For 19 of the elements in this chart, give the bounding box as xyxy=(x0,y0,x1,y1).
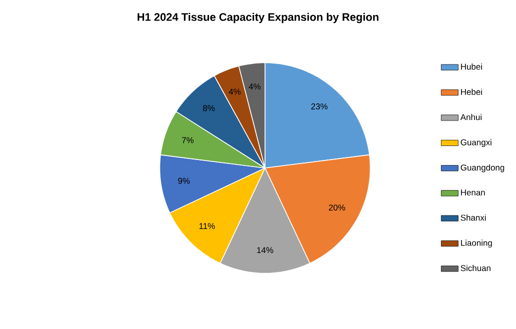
data-label: 9% xyxy=(178,178,190,184)
data-label: 14% xyxy=(257,247,274,254)
chart-title: H1 2024 Tissue Capacity Expansion by Region xyxy=(138,12,378,24)
legend-label: Henan xyxy=(461,190,485,196)
legend-label: Guangdong xyxy=(460,164,504,172)
legend-label: Sichuan xyxy=(460,264,490,272)
legend-label: Shanxi xyxy=(460,214,486,221)
legend-label: Hubei xyxy=(461,63,482,70)
data-label: 11% xyxy=(199,223,215,230)
data-label: 20% xyxy=(328,204,346,211)
legend-label: Anhui xyxy=(460,114,482,120)
legend-label: Guangxi xyxy=(460,139,492,148)
data-label: 4% xyxy=(248,84,261,90)
data-label: 4% xyxy=(228,88,241,95)
legend-label: Hebei xyxy=(461,88,482,95)
legend-label: Liaoning xyxy=(461,240,492,248)
data-label: 7% xyxy=(182,137,194,144)
data-label: 23% xyxy=(311,103,328,110)
data-label: 8% xyxy=(203,105,215,112)
